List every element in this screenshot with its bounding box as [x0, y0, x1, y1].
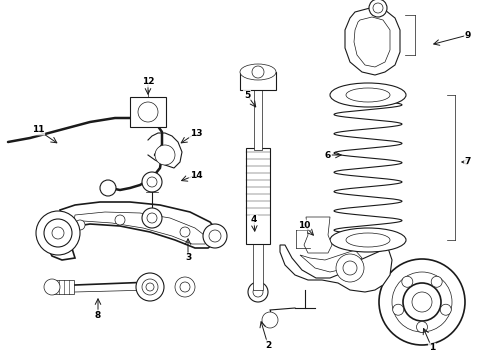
Circle shape — [373, 3, 383, 13]
Ellipse shape — [346, 233, 390, 247]
Circle shape — [75, 220, 85, 230]
Circle shape — [142, 172, 162, 192]
Polygon shape — [304, 217, 332, 253]
Text: 14: 14 — [190, 171, 202, 180]
Circle shape — [115, 215, 125, 225]
Circle shape — [100, 180, 116, 196]
Circle shape — [343, 261, 357, 275]
Polygon shape — [280, 245, 392, 292]
Circle shape — [252, 66, 264, 78]
Circle shape — [180, 282, 190, 292]
Circle shape — [138, 102, 158, 122]
Circle shape — [147, 177, 157, 187]
Circle shape — [392, 272, 452, 332]
Circle shape — [403, 283, 441, 321]
Text: 10: 10 — [298, 220, 310, 230]
Bar — [253, 242, 263, 290]
Circle shape — [142, 279, 158, 295]
Circle shape — [150, 217, 160, 227]
Text: 9: 9 — [465, 31, 471, 40]
Text: 7: 7 — [465, 158, 471, 166]
Circle shape — [248, 282, 268, 302]
Circle shape — [392, 304, 404, 315]
Circle shape — [412, 292, 432, 312]
Polygon shape — [48, 202, 218, 260]
Circle shape — [44, 219, 72, 247]
Circle shape — [44, 279, 60, 295]
Circle shape — [209, 230, 221, 242]
Circle shape — [431, 276, 442, 287]
Circle shape — [136, 273, 164, 301]
Circle shape — [52, 227, 64, 239]
Ellipse shape — [346, 88, 390, 102]
Circle shape — [336, 254, 364, 282]
Circle shape — [253, 287, 263, 297]
Ellipse shape — [240, 64, 276, 80]
Text: 8: 8 — [95, 310, 101, 320]
Text: 11: 11 — [32, 126, 44, 135]
Text: 1: 1 — [429, 343, 435, 352]
Text: 12: 12 — [142, 77, 154, 86]
Bar — [52, 280, 74, 294]
Circle shape — [146, 283, 154, 291]
Circle shape — [379, 259, 465, 345]
Circle shape — [180, 227, 190, 237]
Circle shape — [36, 211, 80, 255]
Circle shape — [441, 304, 451, 315]
Bar — [240, 72, 276, 90]
Polygon shape — [354, 17, 390, 67]
Circle shape — [416, 321, 427, 333]
Text: 2: 2 — [265, 341, 271, 350]
Ellipse shape — [330, 83, 406, 107]
Polygon shape — [300, 250, 362, 272]
Circle shape — [147, 213, 157, 223]
Circle shape — [369, 0, 387, 17]
Bar — [130, 97, 166, 127]
Circle shape — [142, 208, 162, 228]
Text: 6: 6 — [325, 150, 331, 159]
Text: 13: 13 — [190, 129, 202, 138]
Circle shape — [203, 224, 227, 248]
Bar — [246, 148, 270, 244]
Text: 4: 4 — [251, 216, 257, 225]
Polygon shape — [345, 8, 400, 75]
Circle shape — [175, 277, 195, 297]
Circle shape — [402, 276, 413, 287]
Ellipse shape — [330, 228, 406, 252]
Polygon shape — [60, 212, 208, 244]
Text: 5: 5 — [244, 90, 250, 99]
Bar — [254, 88, 262, 150]
Circle shape — [155, 145, 175, 165]
Circle shape — [262, 312, 278, 328]
Text: 3: 3 — [185, 253, 191, 262]
